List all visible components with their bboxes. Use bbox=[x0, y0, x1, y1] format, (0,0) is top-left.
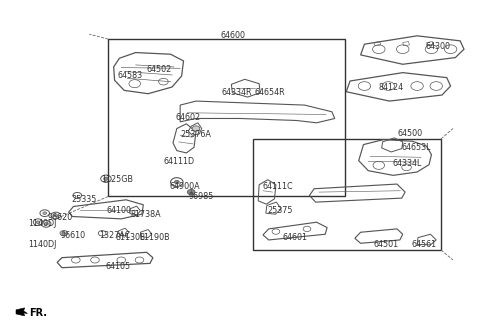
Circle shape bbox=[44, 222, 48, 225]
Text: 81738A: 81738A bbox=[131, 210, 161, 219]
Text: 1140DJ: 1140DJ bbox=[28, 240, 57, 249]
Text: 64600: 64600 bbox=[220, 31, 245, 40]
Text: 81190B: 81190B bbox=[140, 233, 170, 242]
Text: 1125GB: 1125GB bbox=[101, 175, 133, 184]
Circle shape bbox=[36, 221, 40, 223]
Circle shape bbox=[104, 177, 108, 180]
Text: 64653L: 64653L bbox=[402, 143, 431, 152]
Text: 64601: 64601 bbox=[282, 233, 307, 242]
Text: 81130L: 81130L bbox=[116, 233, 145, 242]
Text: 64100: 64100 bbox=[107, 206, 132, 215]
Circle shape bbox=[187, 190, 195, 195]
Text: 64654R: 64654R bbox=[254, 88, 285, 97]
Text: FR.: FR. bbox=[29, 307, 48, 318]
Text: 64502: 64502 bbox=[147, 65, 172, 74]
Text: 64111C: 64111C bbox=[263, 182, 294, 191]
Circle shape bbox=[43, 212, 47, 214]
Text: 25335: 25335 bbox=[72, 195, 97, 204]
Text: 64501: 64501 bbox=[373, 240, 398, 249]
Text: 96610: 96610 bbox=[60, 231, 85, 240]
Polygon shape bbox=[16, 308, 27, 316]
Text: 64500: 64500 bbox=[398, 129, 423, 138]
Text: 64111D: 64111D bbox=[163, 157, 194, 166]
Text: 64583: 64583 bbox=[118, 72, 143, 81]
Text: 25375: 25375 bbox=[268, 206, 293, 215]
Text: 64602: 64602 bbox=[175, 113, 201, 122]
Text: 1327AC: 1327AC bbox=[99, 231, 130, 240]
Text: 84124: 84124 bbox=[379, 83, 404, 91]
Bar bbox=[108, 39, 345, 197]
Text: 25376A: 25376A bbox=[180, 130, 211, 139]
Text: 64300: 64300 bbox=[426, 42, 451, 51]
Text: 64105: 64105 bbox=[106, 262, 131, 271]
Text: 1140DJ: 1140DJ bbox=[28, 219, 57, 228]
Text: 96620: 96620 bbox=[48, 213, 73, 222]
Text: 96985: 96985 bbox=[188, 192, 214, 201]
Text: 64900A: 64900A bbox=[169, 182, 200, 191]
Circle shape bbox=[174, 180, 179, 184]
Circle shape bbox=[192, 126, 200, 131]
Text: 64334R: 64334R bbox=[222, 88, 252, 97]
Circle shape bbox=[62, 232, 65, 234]
Circle shape bbox=[54, 214, 58, 217]
Bar bbox=[253, 139, 441, 250]
Text: 64334L: 64334L bbox=[392, 160, 421, 168]
Text: 64561: 64561 bbox=[411, 240, 436, 249]
